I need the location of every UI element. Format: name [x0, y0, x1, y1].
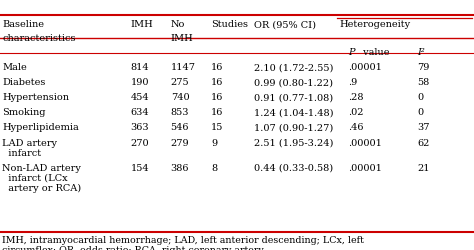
Text: No: No [171, 20, 185, 29]
Text: 454: 454 [130, 93, 149, 102]
Text: 37: 37 [417, 123, 429, 132]
Text: 79: 79 [417, 63, 429, 72]
Text: .00001: .00001 [348, 63, 382, 72]
Text: characteristics: characteristics [2, 34, 76, 43]
Text: Smoking: Smoking [2, 108, 46, 117]
Text: 853: 853 [171, 108, 189, 117]
Text: Studies: Studies [211, 20, 248, 29]
Text: OR (95% CI): OR (95% CI) [254, 20, 316, 29]
Text: infarct: infarct [2, 148, 42, 157]
Text: .00001: .00001 [348, 138, 382, 147]
Text: 154: 154 [130, 163, 149, 172]
Text: Baseline: Baseline [2, 20, 45, 29]
Text: 0: 0 [417, 93, 423, 102]
Text: 190: 190 [130, 78, 149, 87]
Text: 275: 275 [171, 78, 189, 87]
Text: 740: 740 [171, 93, 189, 102]
Text: 0.99 (0.80-1.22): 0.99 (0.80-1.22) [254, 78, 333, 87]
Text: 1.24 (1.04-1.48): 1.24 (1.04-1.48) [254, 108, 333, 117]
Text: 1147: 1147 [171, 63, 196, 72]
Text: 363: 363 [130, 123, 149, 132]
Text: 15: 15 [211, 123, 223, 132]
Text: 386: 386 [171, 163, 189, 172]
Text: LAD artery: LAD artery [2, 138, 57, 147]
Text: I²: I² [417, 48, 425, 56]
Text: 0.91 (0.77-1.08): 0.91 (0.77-1.08) [254, 93, 333, 102]
Text: value: value [360, 48, 390, 56]
Text: 2.10 (1.72-2.55): 2.10 (1.72-2.55) [254, 63, 333, 72]
Text: Non-LAD artery: Non-LAD artery [2, 163, 81, 172]
Text: Male: Male [2, 63, 27, 72]
Text: Hyperlipidemia: Hyperlipidemia [2, 123, 79, 132]
Text: 16: 16 [211, 108, 223, 117]
Text: 62: 62 [417, 138, 429, 147]
Text: 279: 279 [171, 138, 189, 147]
Text: 1.07 (0.90-1.27): 1.07 (0.90-1.27) [254, 123, 333, 132]
Text: 270: 270 [130, 138, 149, 147]
Text: 58: 58 [417, 78, 429, 87]
Text: IMH, intramyocardial hemorrhage; LAD, left anterior descending; LCx, left: IMH, intramyocardial hemorrhage; LAD, le… [2, 236, 364, 244]
Text: Hypertension: Hypertension [2, 93, 69, 102]
Text: 0: 0 [417, 108, 423, 117]
Text: 0.44 (0.33-0.58): 0.44 (0.33-0.58) [254, 163, 333, 172]
Text: 546: 546 [171, 123, 189, 132]
Text: 16: 16 [211, 78, 223, 87]
Text: IMH: IMH [130, 20, 153, 29]
Text: circumflex; OR, odds ratio; RCA, right coronary artery.: circumflex; OR, odds ratio; RCA, right c… [2, 245, 266, 250]
Text: artery or RCA): artery or RCA) [2, 183, 82, 192]
Text: P: P [348, 48, 355, 56]
Text: IMH: IMH [171, 34, 193, 43]
Text: infarct (LCx: infarct (LCx [2, 173, 68, 182]
Text: .9: .9 [348, 78, 358, 87]
Text: 16: 16 [211, 63, 223, 72]
Text: .28: .28 [348, 93, 364, 102]
Text: 21: 21 [417, 163, 429, 172]
Text: .46: .46 [348, 123, 364, 132]
Text: 8: 8 [211, 163, 217, 172]
Text: 16: 16 [211, 93, 223, 102]
Text: 814: 814 [130, 63, 149, 72]
Text: Heterogeneity: Heterogeneity [339, 20, 410, 29]
Text: .02: .02 [348, 108, 364, 117]
Text: 2.51 (1.95-3.24): 2.51 (1.95-3.24) [254, 138, 333, 147]
Text: Diabetes: Diabetes [2, 78, 46, 87]
Text: 9: 9 [211, 138, 217, 147]
Text: .00001: .00001 [348, 163, 382, 172]
Text: 634: 634 [130, 108, 149, 117]
